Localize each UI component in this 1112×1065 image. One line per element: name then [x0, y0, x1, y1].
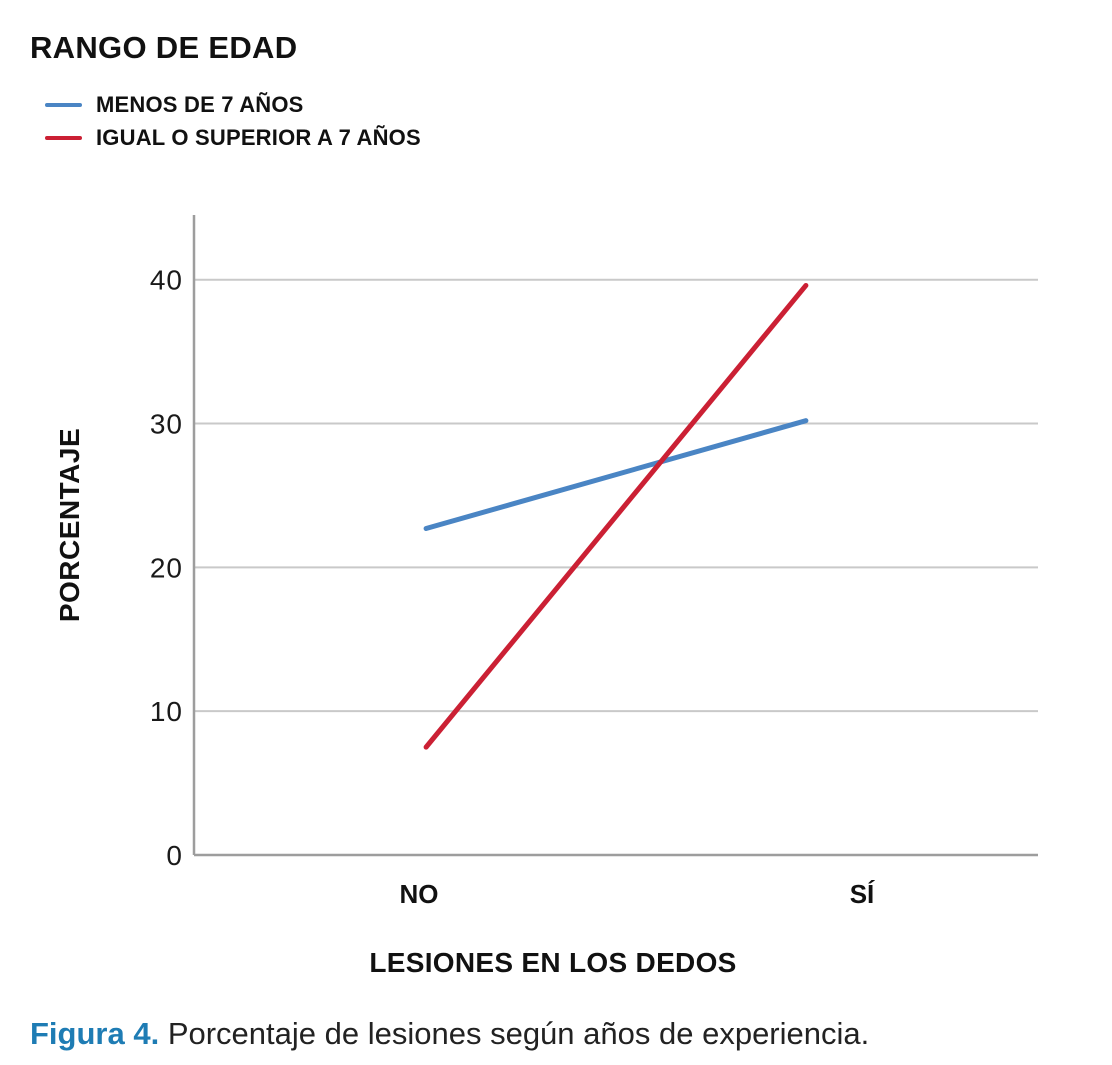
legend-title: RANGO DE EDAD — [30, 30, 298, 65]
x-category-label: SÍ — [850, 879, 875, 909]
figure-caption-number: Figura 4. — [30, 1016, 160, 1051]
legend-swatch-red-line — [45, 135, 82, 140]
x-category-label: NO — [400, 879, 439, 909]
x-axis-title: LESIONES EN LOS DEDOS — [369, 947, 737, 978]
legend-swatch-blue-line — [45, 102, 82, 107]
y-axis-title: PORCENTAJE — [54, 427, 85, 623]
figure-caption: Figura 4. Porcentaje de lesiones según a… — [30, 1016, 869, 1052]
legend-item-label: MENOS DE 7 AÑOS — [96, 91, 304, 117]
y-tick-label: 10 — [150, 696, 183, 727]
y-tick-label: 40 — [150, 265, 183, 296]
y-tick-label: 30 — [150, 409, 183, 440]
y-tick-label: 0 — [166, 840, 183, 871]
figure-caption-text: Porcentaje de lesiones según años de exp… — [159, 1016, 870, 1051]
legend-item-label: IGUAL O SUPERIOR A 7 AÑOS — [96, 124, 421, 150]
legend-item: MENOS DE 7 AÑOS — [45, 88, 421, 121]
series-line-menos-de-7 — [423, 418, 809, 532]
legend-item: IGUAL O SUPERIOR A 7 AÑOS — [45, 121, 421, 154]
legend: MENOS DE 7 AÑOS IGUAL O SUPERIOR A 7 AÑO… — [45, 88, 421, 154]
y-tick-label: 20 — [150, 552, 183, 583]
series-line-igual-o-superior-7 — [423, 282, 809, 750]
